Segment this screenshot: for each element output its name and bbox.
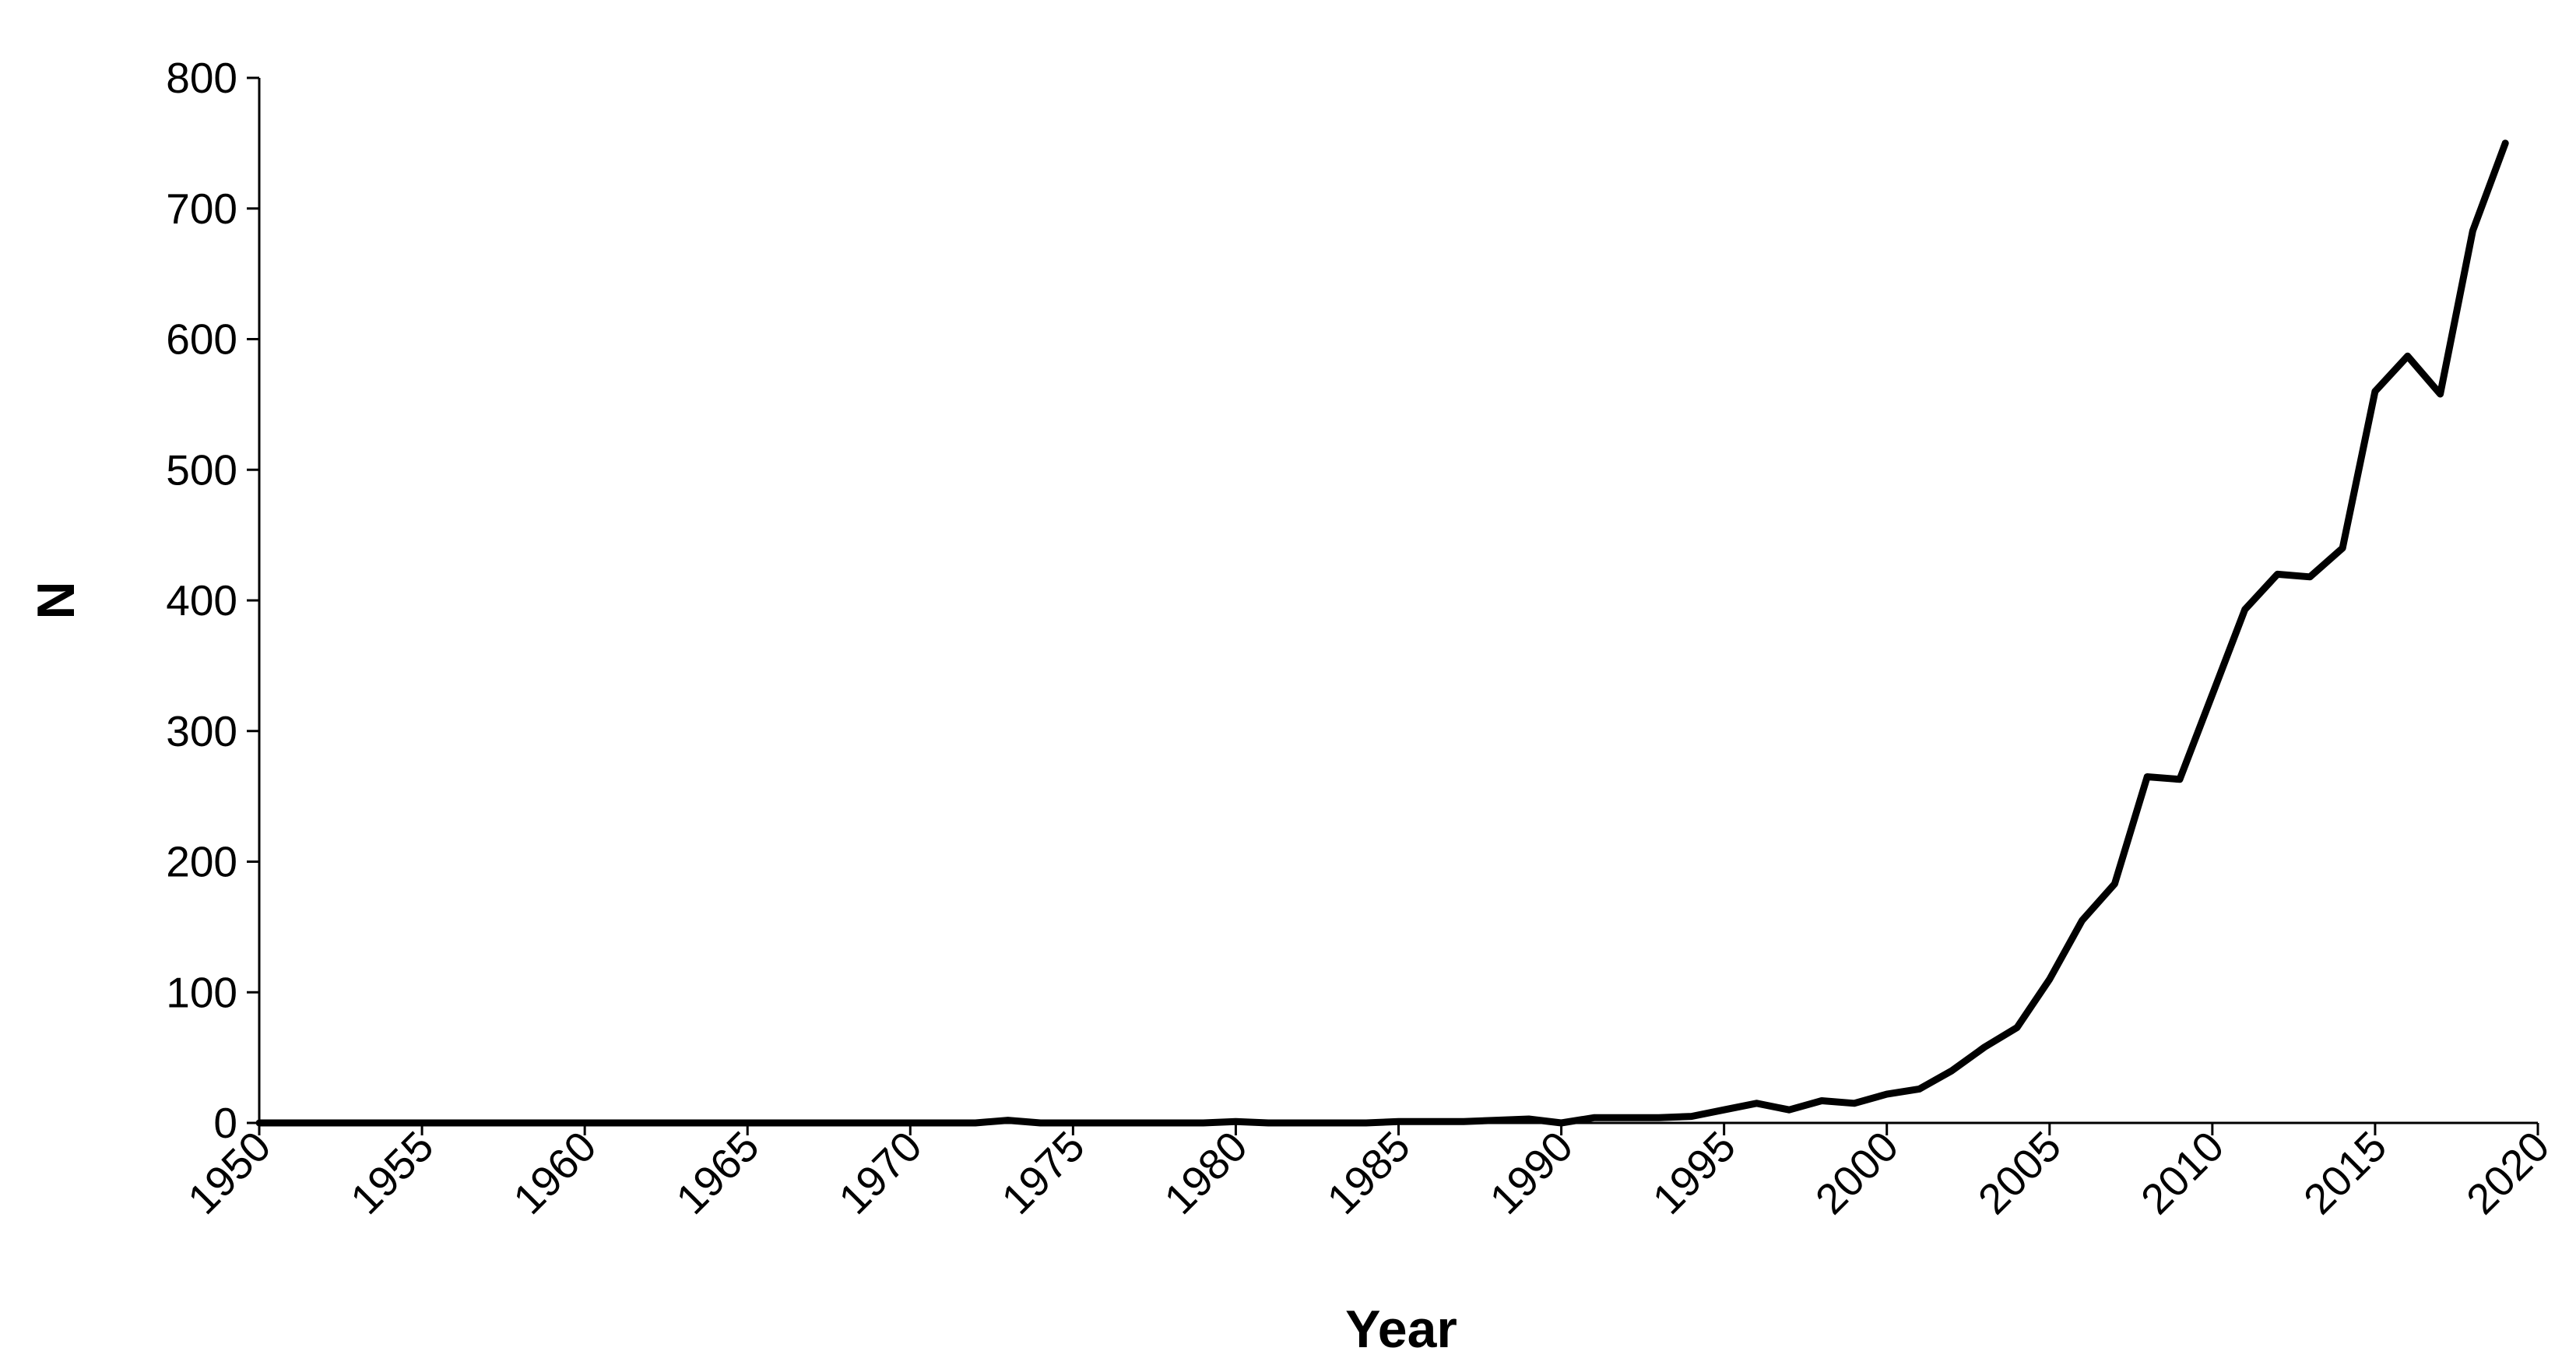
x-axis: 1950 1955 1960 1965 1970 1975 1980 1985 1990 1995…: [178, 1121, 2558, 1223]
x-tick-label: 2010: [2131, 1122, 2233, 1223]
x-ticks: 1950 1955 1960 1965 1970 1975 1980 1985 1990 1995…: [178, 1122, 2558, 1223]
y-tick-label: 600: [166, 315, 237, 364]
x-tick-label: 1985: [1318, 1122, 1419, 1223]
x-tick-label: 1975: [992, 1122, 1093, 1223]
x-tick-label: 1980: [1155, 1122, 1256, 1223]
y-tick-label: 200: [166, 838, 237, 886]
x-tick-label: 2020: [2457, 1122, 2558, 1223]
y-tick-label: 800: [166, 54, 237, 102]
y-ticks: 0 100 200 300 400 500 600 700 800: [166, 54, 259, 1147]
series-line: [255, 139, 2509, 1127]
x-tick-label: 2000: [1806, 1122, 1907, 1223]
y-tick-label: 400: [166, 576, 237, 625]
x-tick-label: 1965: [666, 1122, 768, 1223]
y-tick-label: 0: [213, 1099, 237, 1147]
x-tick-label: 1995: [1643, 1122, 1745, 1223]
x-tick-label: 2015: [2294, 1122, 2395, 1223]
y-tick-label: 100: [166, 968, 237, 1016]
x-tick-label: 1990: [1481, 1122, 1582, 1223]
x-tick-label: 1970: [829, 1122, 930, 1223]
y-axis: 0 100 200 300 400 500 600 700 800: [166, 54, 261, 1147]
y-tick-label: 500: [166, 445, 237, 494]
x-tick-label: 1960: [504, 1122, 605, 1223]
x-tick-label: 1955: [341, 1122, 442, 1223]
y-tick-label: 300: [166, 707, 237, 755]
y-axis-title: N: [26, 581, 86, 619]
y-tick-label: 700: [166, 185, 237, 233]
x-tick-label: 2005: [1969, 1122, 2070, 1223]
x-axis-title: Year: [1345, 1300, 1457, 1359]
